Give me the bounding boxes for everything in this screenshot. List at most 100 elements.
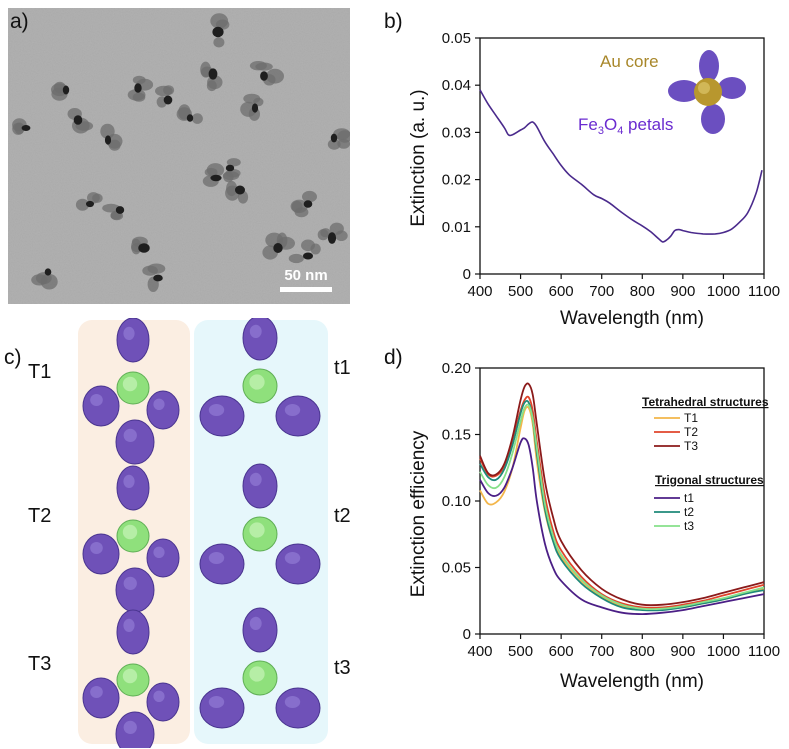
fe3o4-petals-label: Fe3O4 petals [578, 115, 673, 137]
tetra-1-petal-bottom [115, 419, 155, 465]
chart-d-x-axis-label: Wavelength (nm) [560, 671, 704, 692]
structure-models [82, 318, 321, 748]
panel-label-b: b) [384, 10, 403, 33]
au-core-petal-inset [668, 50, 746, 134]
nanoparticle-core [330, 133, 338, 143]
tetra-1-petal-right-highlight [153, 398, 165, 410]
legend-group-trigonal-title: Trigonal structures [655, 473, 764, 487]
trig-1-petal-left-highlight [208, 404, 225, 416]
structure-label-T2: T2 [28, 505, 51, 527]
tetra-2-petal-right-highlight [153, 546, 165, 558]
tetra-3-petal-top-highlight [123, 618, 135, 632]
tetra-2-petal-left [82, 533, 120, 575]
chart-d-y-tick-label: 0.10 [442, 493, 471, 510]
nanoparticle-core [225, 164, 235, 172]
trig-2-petal-right [275, 543, 321, 585]
tetra-2-petal-bottom-highlight [123, 576, 137, 590]
nanoparticle-petal [302, 190, 317, 203]
tetra-1-petal-bottom-highlight [123, 428, 137, 442]
scale-bar [280, 287, 332, 292]
chart-b-x-axis-label: Wavelength (nm) [560, 308, 704, 329]
tetra-2-petal-top [116, 465, 150, 511]
tetra-3-petal-right [146, 682, 180, 722]
chart-d-series-T1 [479, 405, 765, 610]
nanoparticle-petal [310, 243, 321, 255]
tetra-3-petal-left-highlight [90, 686, 103, 698]
nanoparticle-core [186, 114, 194, 122]
chart-b-axes: 400 500 600 700 800 900 1000 1100 0 0.01 0.02 0.03 0… [442, 30, 780, 300]
nanoparticle-core [44, 268, 52, 276]
chart-b-y-axis-label: Extinction (a. u.) [408, 89, 429, 226]
trig-2-petal-top [242, 463, 278, 509]
chart-b-y-tick-label: 0.02 [442, 172, 471, 189]
panel-label-d: d) [384, 346, 403, 369]
chart-d-series [479, 382, 765, 616]
chart-d-extinction-efficiency: 400 500 600 700 800 900 1000 1100 0 0.05 0.10 0.15 0… [408, 362, 780, 692]
chart-b-x-tick-label: 400 [467, 283, 492, 300]
tetra-1-petal-left [82, 385, 120, 427]
nanoparticle-petal [291, 200, 303, 213]
chart-d-x-tick-label: 600 [549, 643, 574, 660]
chart-b-x-tick-label: 900 [670, 283, 695, 300]
trig-3-petal-right-highlight [284, 696, 301, 708]
trig-2-petal-left-highlight [208, 552, 225, 564]
chart-d-y-tick-label: 0.15 [442, 427, 471, 444]
tetra-3-petal-top [116, 609, 150, 655]
chart-b-series [479, 89, 763, 243]
chart-d-axes: 400 500 600 700 800 900 1000 1100 0 0.05 0.10 0.15 0… [442, 362, 780, 660]
chart-d-y-tick-label: 0.20 [442, 362, 471, 377]
trig-3-petal-left-highlight [208, 696, 225, 708]
chart-d-series-T3 [479, 382, 765, 607]
nanoparticle-petal [329, 222, 344, 235]
tetra-1-petal-left-highlight [90, 394, 103, 406]
tetra-3-petal-right-highlight [153, 690, 165, 702]
tetra-1-core-highlight [122, 376, 138, 392]
nanoparticle-core [303, 252, 313, 260]
nanoparticle-core [153, 274, 163, 282]
nanoparticle-core [251, 103, 259, 113]
nanoparticle-core [73, 115, 83, 125]
trig-1-petal-left [199, 395, 245, 437]
nanoparticle-petal [226, 180, 238, 197]
trig-2-petal-top-highlight [249, 472, 262, 486]
chart-d-x-tick-label: 1000 [707, 643, 740, 660]
tetra-2-core-highlight [122, 524, 138, 540]
nanoparticle-petal [102, 203, 120, 213]
structure-label-t3: t3 [334, 657, 351, 679]
nanoparticle-petal [14, 122, 25, 135]
nanoparticle-core [62, 85, 70, 95]
nanoparticle-core [260, 71, 268, 81]
nanoparticle-core [138, 243, 150, 253]
nanoparticle-petal [31, 274, 48, 286]
trig-2-petal-left [199, 543, 245, 585]
nanoparticle-core [86, 200, 94, 208]
tetra-3-petal-left [82, 677, 120, 719]
chart-b-y-tick-label: 0.03 [442, 124, 471, 141]
chart-b-extinction-line [479, 89, 763, 243]
legend-label-T1: T1 [684, 411, 698, 425]
chart-d-x-tick-label: 1100 [748, 643, 780, 660]
chart-b-y-tick-label: 0.05 [442, 30, 471, 47]
chart-b-x-tick-label: 800 [630, 283, 655, 300]
chart-b-plot-frame [479, 37, 765, 275]
chart-d-x-tick-label: 400 [467, 643, 492, 660]
tetra-2-petal-top-highlight [123, 474, 135, 488]
trig-2-petal-right-highlight [284, 552, 301, 564]
nanoparticle-core [210, 174, 222, 182]
nanoparticle-petal [210, 13, 229, 29]
nanoparticle-core [303, 200, 313, 208]
nanoparticle-core [134, 83, 142, 93]
chart-d-x-tick-label: 800 [630, 643, 655, 660]
chart-b-x-tick-label: 1000 [707, 283, 740, 300]
nanoparticle-petal [106, 133, 123, 149]
chart-d-y-tick-label: 0 [463, 626, 471, 643]
tetra-1-petal-top [116, 318, 150, 363]
chart-d-series-T2 [479, 395, 765, 609]
tetra-1-petal-top-highlight [123, 326, 135, 340]
nanoparticle-petal [75, 198, 90, 211]
nanoparticle-petal [337, 130, 350, 143]
chart-b-extinction: 400 500 600 700 800 900 1000 1100 0 0.01 0.02 0.03 0… [408, 30, 780, 329]
legend-label-t1: t1 [684, 491, 694, 505]
chart-b-x-tick-label: 700 [589, 283, 614, 300]
trig-1-petal-top [242, 318, 278, 361]
